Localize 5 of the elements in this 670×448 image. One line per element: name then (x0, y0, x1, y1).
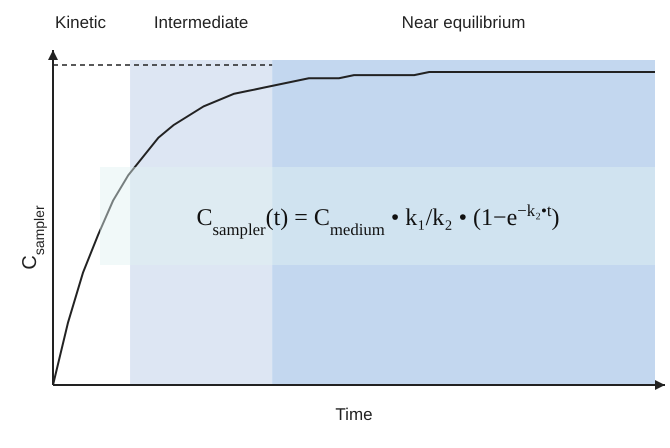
x-axis-title: Time (335, 405, 373, 424)
text: Intermediate (154, 13, 248, 32)
text: Near equilibrium (402, 13, 526, 32)
annotation: C$_{sampler}$(t) = C$_{medium}$ • k₁/k₂ • (1−e$^{−k₂•t}$) (196, 200, 560, 238)
text: Kinetic (55, 13, 107, 32)
